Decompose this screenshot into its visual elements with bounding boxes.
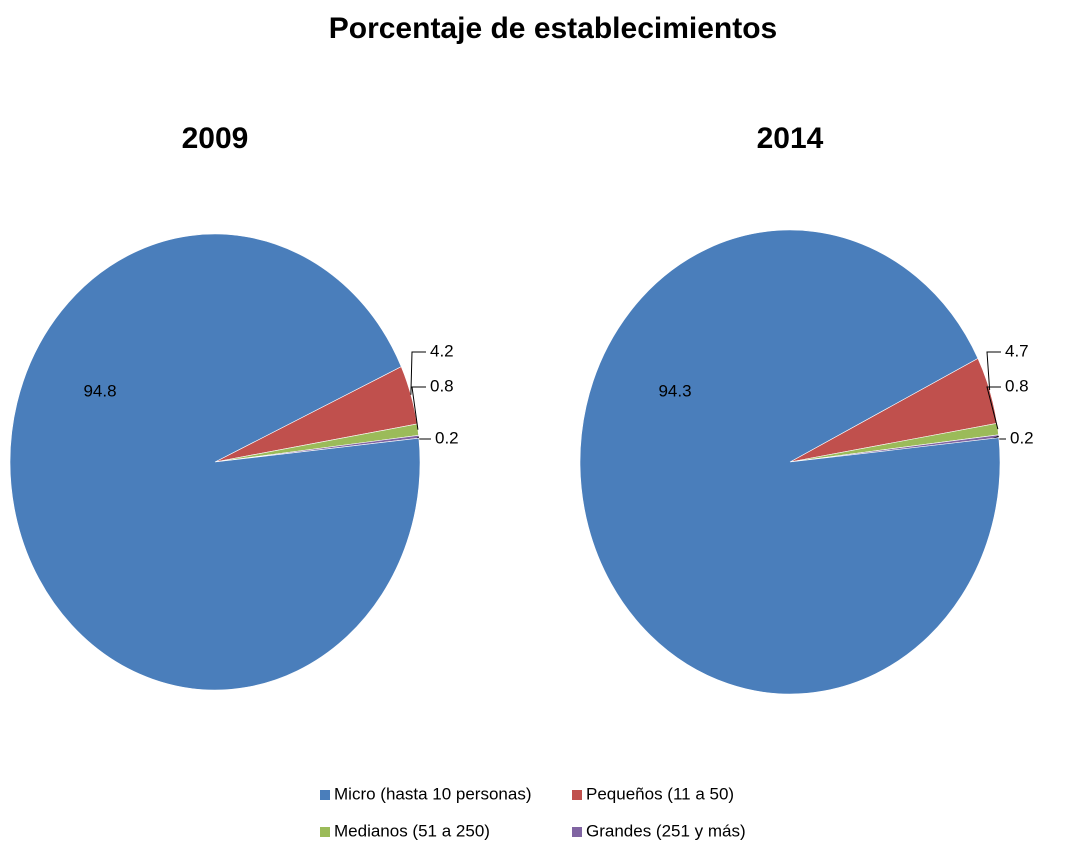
leader-line <box>410 351 426 395</box>
legend-swatch <box>572 790 582 800</box>
legend-swatch <box>320 790 330 800</box>
data-label: 4.7 <box>1005 341 1029 360</box>
leader-line <box>986 386 1001 430</box>
legend-label: Medianos (51 a 250) <box>334 821 490 840</box>
data-label: 4.2 <box>430 341 454 360</box>
legend-label: Pequeños (11 a 50) <box>586 784 734 803</box>
data-label: 0.8 <box>430 376 454 395</box>
legend-swatch <box>572 827 582 837</box>
pie-title: 2014 <box>757 122 824 155</box>
data-label: 94.8 <box>83 381 116 400</box>
data-label: 94.3 <box>658 381 691 400</box>
pie-title: 2009 <box>182 122 249 155</box>
pie-slice <box>579 229 1001 695</box>
legend-swatch <box>320 827 330 837</box>
data-label: 0.8 <box>1005 376 1029 395</box>
leader-line <box>986 351 1001 391</box>
legend-label: Micro (hasta 10 personas) <box>334 784 531 803</box>
chart-title: Porcentaje de establecimientos <box>329 12 778 45</box>
pie-slice <box>9 233 421 691</box>
data-label: 0.2 <box>1010 428 1034 447</box>
data-label: 0.2 <box>435 428 459 447</box>
legend-label: Grandes (251 y más) <box>586 821 746 840</box>
leader-line <box>411 386 426 430</box>
